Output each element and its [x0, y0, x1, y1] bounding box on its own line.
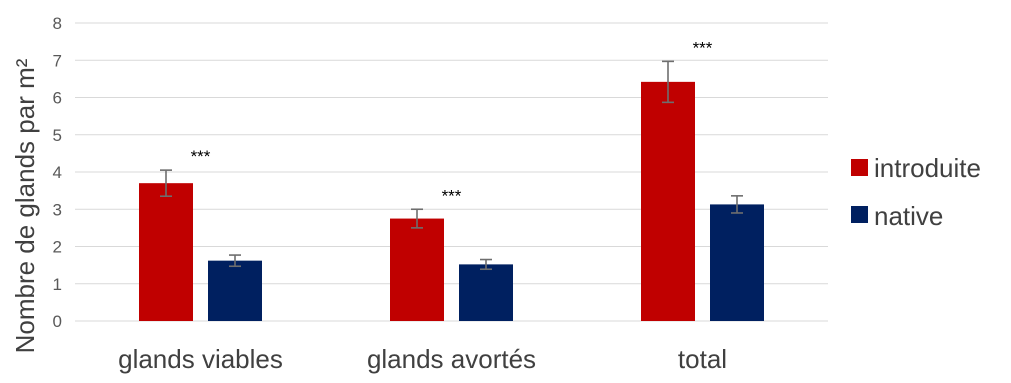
y-tick-label-2: 2 — [53, 238, 62, 257]
y-tick-label-6: 6 — [53, 89, 62, 108]
x-axis-ticks: glands viables glands avortés total — [118, 344, 727, 374]
y-tick-label-0: 0 — [53, 312, 62, 331]
bar-introduite-2 — [641, 81, 695, 321]
y-axis-label: Nombre de glands par m² — [10, 58, 40, 353]
y-tick-label-8: 8 — [53, 14, 62, 33]
bar-native-0 — [208, 260, 262, 321]
error-bars — [160, 60, 743, 271]
bars — [139, 81, 764, 321]
significance-marker-2: *** — [693, 38, 713, 57]
significance-marker-1: *** — [442, 186, 462, 205]
y-tick-label-1: 1 — [53, 275, 62, 294]
bar-native-1 — [459, 264, 513, 321]
x-tick-label-1: glands avortés — [367, 344, 536, 374]
y-tick-label-7: 7 — [53, 51, 62, 70]
gridlines — [75, 22, 828, 322]
legend-label-introduite: introduite — [874, 153, 981, 183]
legend-swatch-introduite — [851, 159, 868, 176]
legend-label-native: native — [874, 201, 943, 231]
bar-introduite-0 — [139, 183, 193, 321]
y-tick-label-5: 5 — [53, 126, 62, 145]
y-tick-label-3: 3 — [53, 200, 62, 219]
legend: introduite native — [851, 153, 981, 231]
bar-introduite-1 — [390, 218, 444, 321]
y-tick-label-4: 4 — [53, 163, 62, 182]
x-tick-label-2: total — [678, 344, 727, 374]
significance-markers: *** *** *** — [191, 38, 713, 205]
x-tick-label-0: glands viables — [118, 344, 283, 374]
legend-swatch-native — [851, 206, 868, 223]
y-axis-ticks: 0 1 2 3 4 5 6 7 8 — [53, 14, 62, 331]
bar-native-2 — [710, 204, 764, 321]
significance-marker-0: *** — [191, 147, 211, 166]
